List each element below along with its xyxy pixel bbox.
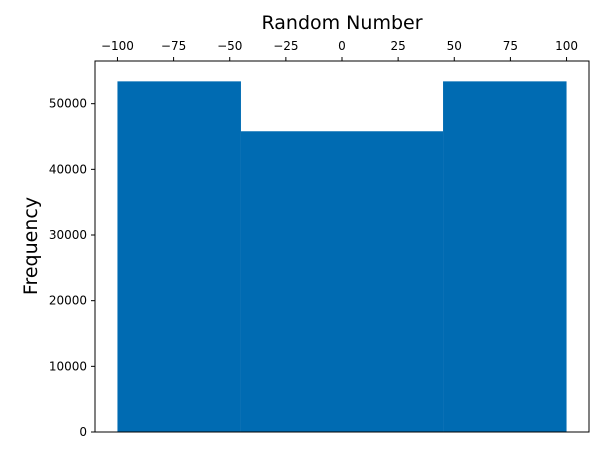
x-tick-label: 75 bbox=[503, 39, 518, 53]
x-tick-label: −100 bbox=[101, 39, 134, 53]
y-axis-ticks: 0 10000 20000 30000 40000 50000 bbox=[49, 97, 95, 439]
x-axis-title: Random Number bbox=[261, 12, 422, 34]
histogram-bar bbox=[443, 81, 567, 433]
histogram-bars bbox=[117, 81, 567, 433]
y-tick-label: 0 bbox=[79, 425, 87, 439]
x-tick-label: 50 bbox=[447, 39, 462, 53]
y-tick-label: 10000 bbox=[49, 359, 87, 373]
x-tick-label: 100 bbox=[555, 39, 578, 53]
y-tick-label: 30000 bbox=[49, 228, 87, 242]
histogram-bar bbox=[240, 131, 444, 432]
x-axis-ticks: −100 −75 −50 −25 0 25 50 75 100 bbox=[101, 39, 578, 61]
x-tick-label: −75 bbox=[161, 39, 186, 53]
x-tick-label: 0 bbox=[338, 39, 346, 53]
y-tick-label: 50000 bbox=[49, 97, 87, 111]
y-tick-label: 20000 bbox=[49, 294, 87, 308]
y-tick-label: 40000 bbox=[49, 162, 87, 176]
y-axis-title: Frequency bbox=[20, 197, 42, 295]
histogram-bar bbox=[117, 81, 241, 433]
x-tick-label: 25 bbox=[390, 39, 405, 53]
x-tick-label: −25 bbox=[273, 39, 298, 53]
x-tick-label: −50 bbox=[217, 39, 242, 53]
